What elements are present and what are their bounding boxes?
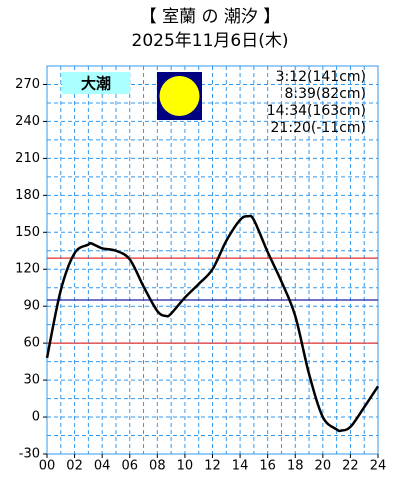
tide-time: 14:34(163cm) [267,103,366,119]
chart-title: 【 室蘭 の 潮汐 】 [140,7,281,27]
x-tick-label: 16 [259,459,276,474]
grid [46,66,379,455]
tide-curve [45,214,380,433]
y-tick-label: 60 [23,336,40,351]
tide-time: 8:39(82cm) [284,86,366,102]
y-tick-label: 120 [15,262,40,277]
x-tick-label: 10 [177,459,194,474]
x-tick-label: 22 [342,459,359,474]
x-tick-label: 24 [370,459,387,474]
y-tick-label: -30 [19,447,40,462]
tide-time: 21:20(-11cm) [271,120,366,136]
x-tick-label: 02 [66,459,83,474]
x-tick-label: 20 [315,459,332,474]
x-tick-label: 18 [287,459,304,474]
y-tick-label: 0 [32,410,40,425]
y-tick-label: 270 [15,77,40,92]
y-tick-label: 30 [23,373,40,388]
x-tick-label: 06 [121,459,138,474]
y-tick-label: 150 [15,225,40,240]
y-tick-label: 210 [15,151,40,166]
x-tick-label: 08 [149,459,166,474]
x-tick-label: 14 [232,459,249,474]
y-tick-label: 180 [15,188,40,203]
x-tick-label: 00 [39,459,56,474]
y-tick-label: 90 [23,299,40,314]
y-tick-label: 240 [15,114,40,129]
tide-name-box [62,72,130,94]
x-tick-label: 12 [204,459,221,474]
chart-subtitle: 2025年11月6日(木) [132,31,289,51]
moon [159,76,200,116]
tide-name: 大潮 [81,75,111,93]
x-tick-label: 04 [94,459,111,474]
tide-time: 3:12(141cm) [276,69,366,85]
